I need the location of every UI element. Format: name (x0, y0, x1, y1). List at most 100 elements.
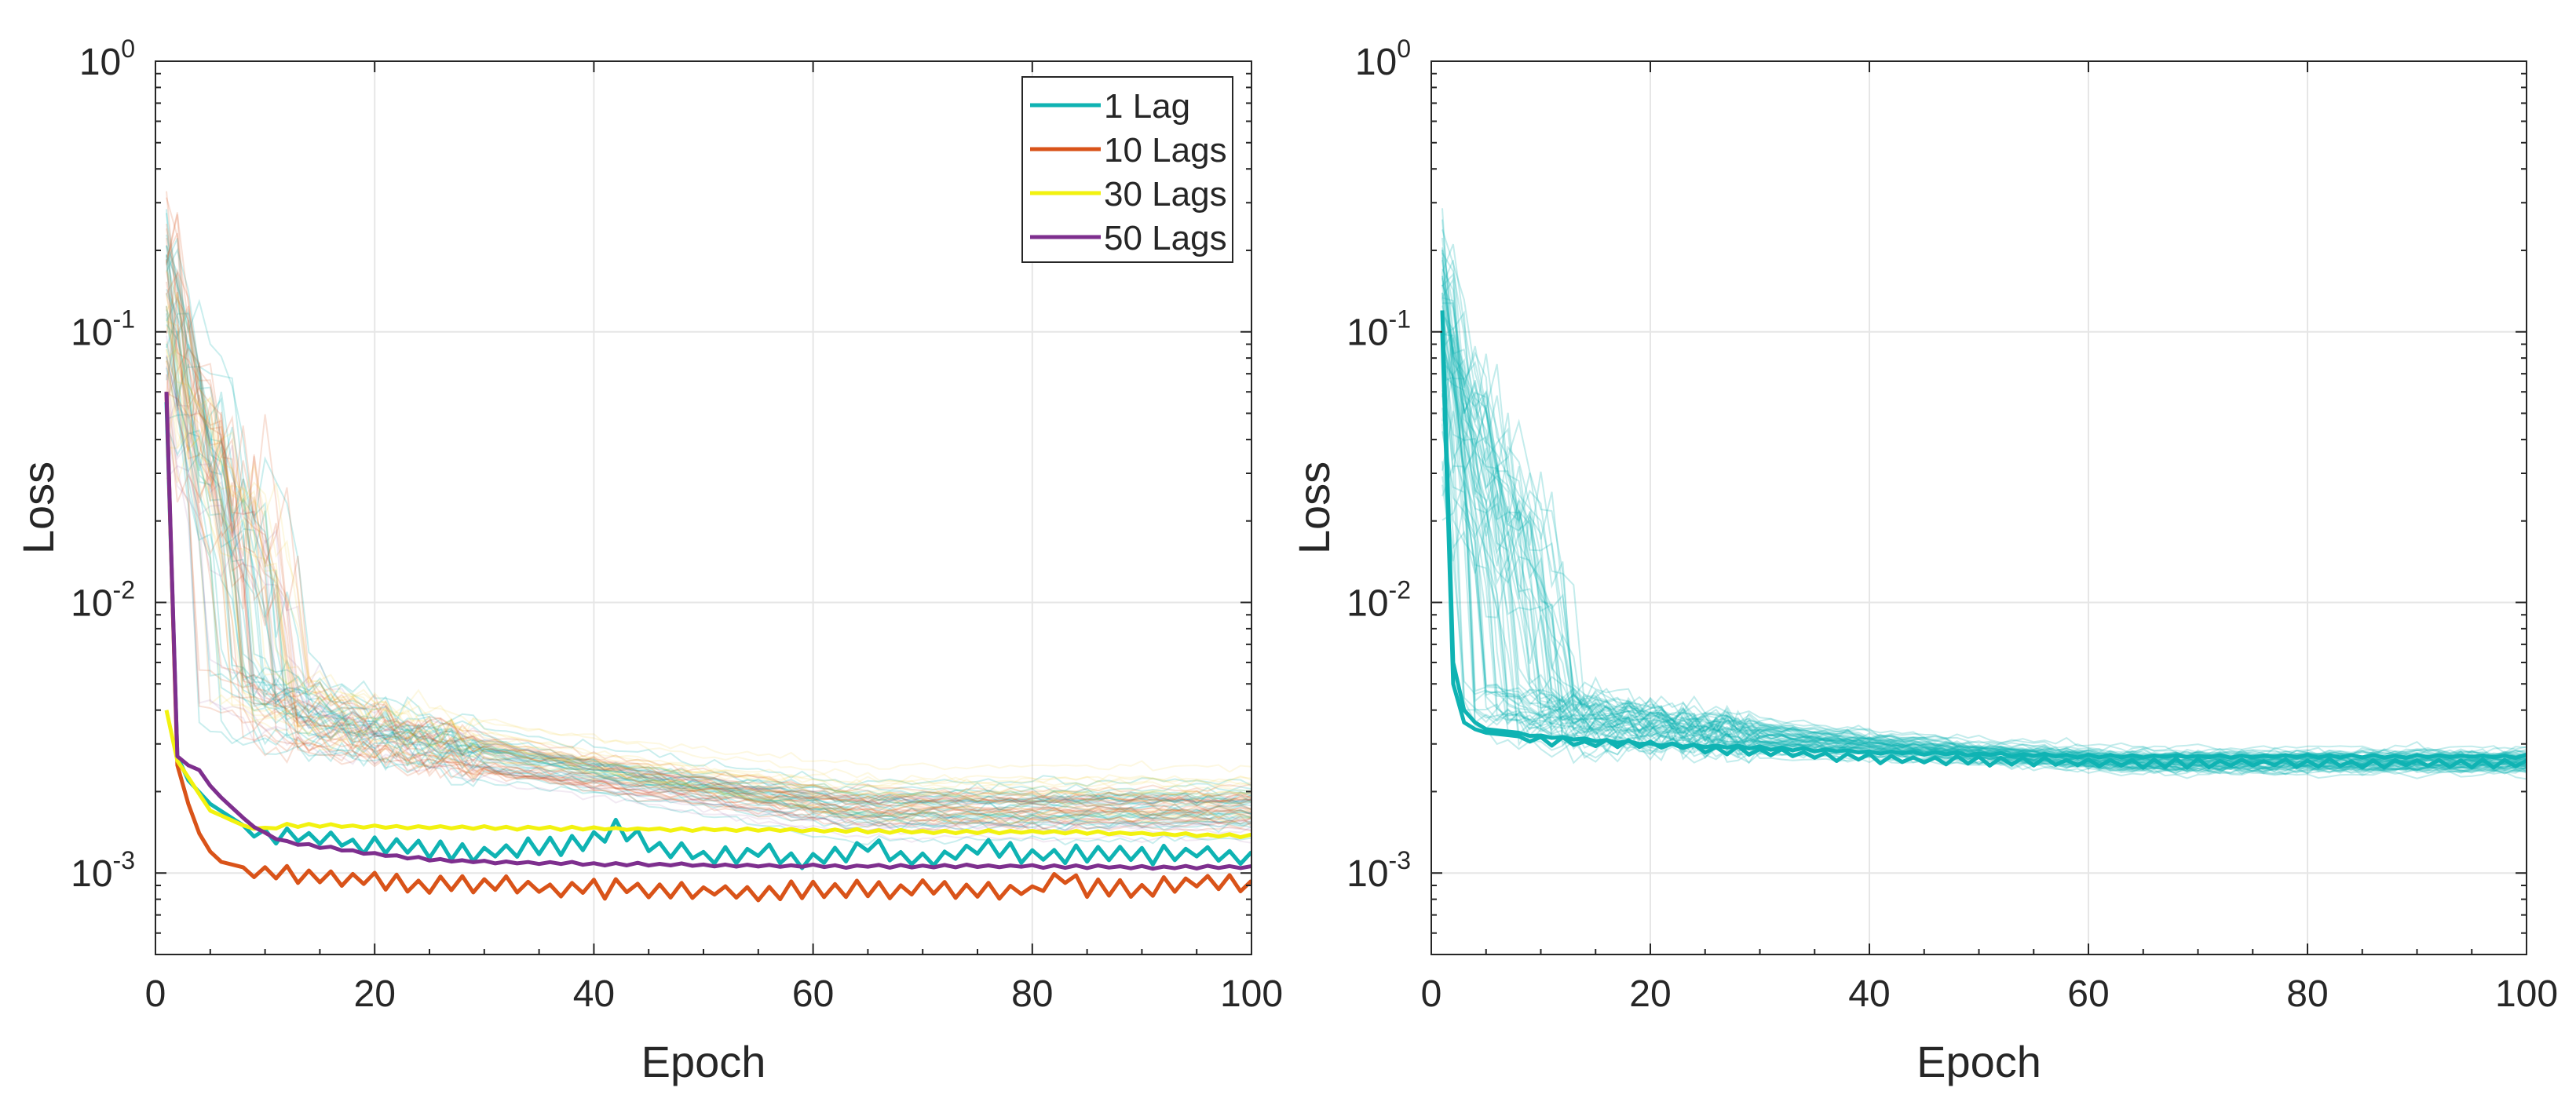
run-line (1441, 208, 2527, 767)
legend-box (1021, 76, 1233, 263)
y-tick-label: 100 (1355, 35, 1411, 83)
legend: 1 Lag 10 Lags 30 Lags 50 Lags (1021, 76, 1233, 263)
run-line (1441, 237, 2527, 776)
run-line (166, 288, 1251, 819)
run-line (166, 245, 1251, 846)
x-axis-label: Epoch (1916, 1037, 2041, 1086)
run-line (1441, 259, 2527, 775)
run-line (166, 247, 1251, 804)
run-line (166, 313, 1251, 832)
run-line (1441, 252, 2527, 768)
y-tick-label: 10-1 (1346, 305, 1411, 354)
run-line (166, 323, 1251, 811)
run-line (1441, 228, 2527, 761)
run-line (166, 355, 1251, 844)
run-line (166, 360, 1251, 820)
run-line (166, 374, 1251, 820)
left-chart-panel: 0 20 40 60 80 100 10-3 10-2 10-1 100 Epoch Loss 1 La… (13, 35, 1283, 1086)
run-line (166, 313, 1251, 806)
run-line (166, 347, 1251, 824)
run-line (1441, 326, 2527, 754)
axes (1431, 60, 2527, 955)
run-line (166, 349, 1251, 807)
run-line (166, 348, 1251, 784)
run-line (166, 271, 1251, 806)
run-line (166, 305, 1251, 801)
x-tick-label: 20 (354, 973, 396, 1015)
run-line (166, 291, 1251, 801)
legend-label: 30 Lags (1104, 175, 1227, 214)
run-line (166, 228, 1251, 808)
run-line (166, 296, 1251, 808)
run-line (166, 308, 1251, 812)
run-line (1441, 292, 2527, 764)
run-line (166, 429, 1251, 825)
run-line (1441, 268, 2527, 767)
y-tick-label: 10-1 (71, 305, 135, 354)
run-line (166, 367, 1251, 806)
x-tick-label: 60 (2067, 973, 2109, 1015)
x-tick-label: 80 (2286, 973, 2328, 1015)
run-line (1441, 285, 2527, 770)
series-line-10-lags (164, 392, 1251, 903)
run-line (166, 293, 1251, 801)
run-line (166, 366, 1251, 831)
x-tick-label: 0 (145, 973, 166, 1015)
run-line (1441, 352, 2527, 774)
run-line (166, 343, 1251, 805)
run-line (1441, 243, 2527, 762)
series-line-30-lags (164, 710, 1251, 840)
run-line (1441, 376, 2527, 763)
run-line (166, 234, 1251, 787)
legend-label: 50 Lags (1104, 219, 1227, 257)
run-line (166, 245, 1251, 798)
y-axis-label: Loss (1289, 462, 1339, 554)
run-line (166, 232, 1251, 819)
y-tick-label: 10-3 (1346, 846, 1411, 895)
run-line (166, 394, 1251, 832)
run-line (1441, 250, 2527, 764)
run-line (166, 356, 1251, 818)
run-line (1441, 260, 2527, 764)
run-line (166, 356, 1251, 827)
y-tick-label: 100 (79, 35, 135, 83)
background-runs (1441, 208, 2527, 780)
run-line (166, 320, 1251, 826)
run-line (166, 281, 1251, 805)
run-line (166, 258, 1251, 822)
run-line (166, 238, 1251, 812)
run-line (1441, 276, 2527, 768)
run-line (166, 396, 1251, 827)
run-line (166, 317, 1251, 796)
y-tick-label: 10-3 (71, 846, 135, 895)
run-line (166, 341, 1251, 773)
run-line (1441, 297, 2527, 776)
run-line (1441, 302, 2527, 758)
run-line (1441, 278, 2527, 772)
x-tick-label: 20 (1629, 973, 1671, 1015)
run-line (166, 306, 1251, 816)
run-line (166, 413, 1251, 822)
run-line (166, 421, 1251, 798)
background-runs (166, 191, 1251, 846)
series-line-1-lag (164, 402, 1251, 871)
run-line (166, 349, 1251, 789)
y-tick-label: 10-2 (71, 575, 135, 624)
run-line (166, 360, 1251, 833)
series-line-50-lags (164, 392, 1251, 871)
series-line-mean-b (1440, 331, 2527, 770)
x-tick-label: 100 (1220, 973, 1283, 1015)
run-line (166, 325, 1251, 809)
y-tick-label: 10-2 (1346, 575, 1411, 624)
grid (1431, 60, 2527, 954)
run-line (166, 291, 1251, 798)
run-line (166, 191, 1251, 816)
run-line (1441, 284, 2527, 763)
run-line (166, 294, 1251, 822)
run-line (1441, 431, 2527, 759)
run-line (166, 238, 1251, 821)
run-line (1441, 355, 2527, 758)
run-line (166, 357, 1251, 785)
axes (155, 60, 1252, 955)
